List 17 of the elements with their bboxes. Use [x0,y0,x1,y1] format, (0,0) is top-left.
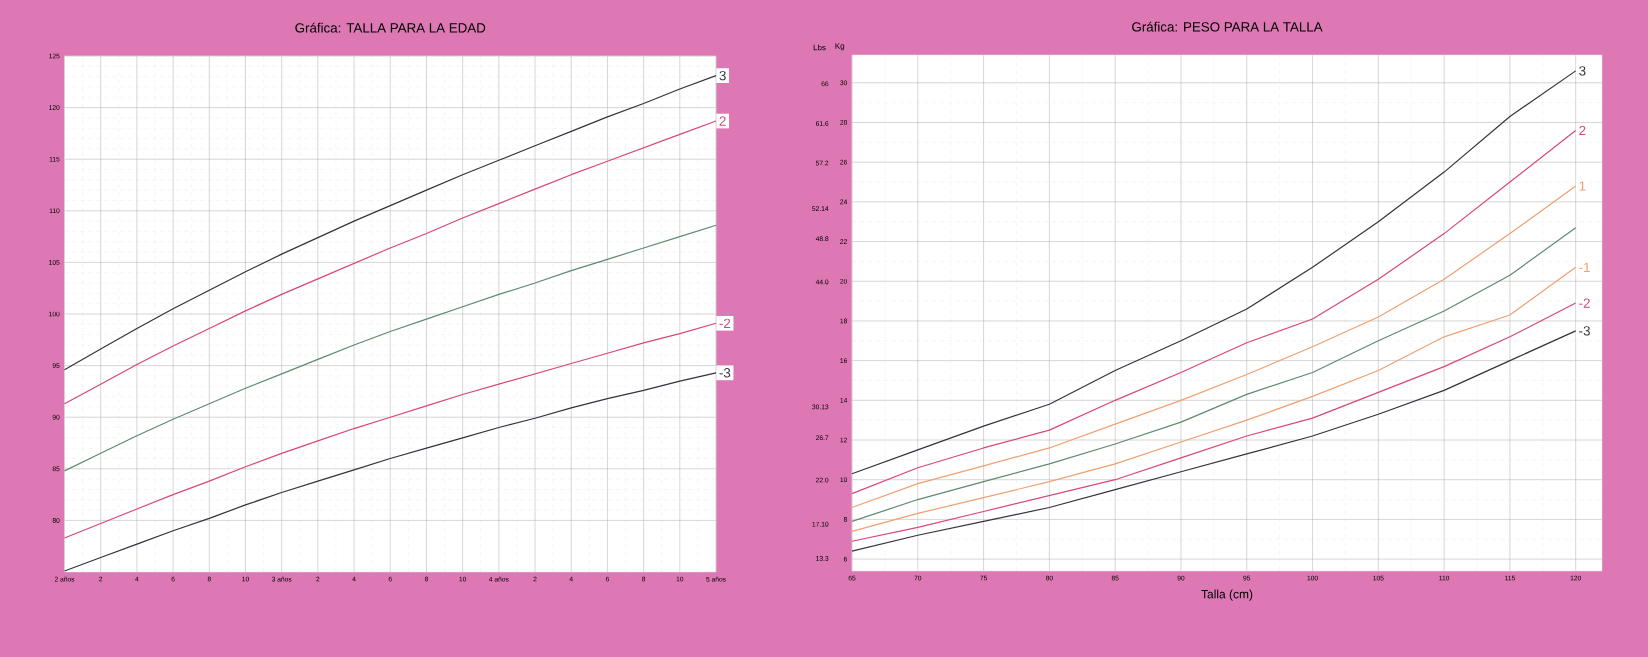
series-label: -2 [719,318,731,328]
y2-axis-title: Lbs [813,44,826,51]
series-label: -3 [719,368,731,378]
series-label: -2 [1579,298,1590,308]
series-label: -1 [1579,262,1590,272]
series-label: 3 [719,70,726,81]
series-label: 3 [1579,66,1586,76]
series-label: 1 [1579,181,1586,191]
series-label: 2 [1579,125,1586,136]
series-label: -3 [1579,326,1590,336]
line-series [63,224,717,472]
chart-title: Gráfica: TALLA PARA LA EDAD [295,22,486,33]
x-axis-title: Talla (cm) [1201,589,1253,601]
y-axis-title: Kg [835,43,845,51]
series-label: 2 [719,116,726,126]
chart-title: Gráfica: PESO PARA LA TALLA [1132,21,1323,32]
line-series [851,227,1577,522]
